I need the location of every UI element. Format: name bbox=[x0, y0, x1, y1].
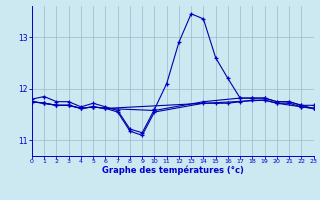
X-axis label: Graphe des températures (°c): Graphe des températures (°c) bbox=[102, 166, 244, 175]
